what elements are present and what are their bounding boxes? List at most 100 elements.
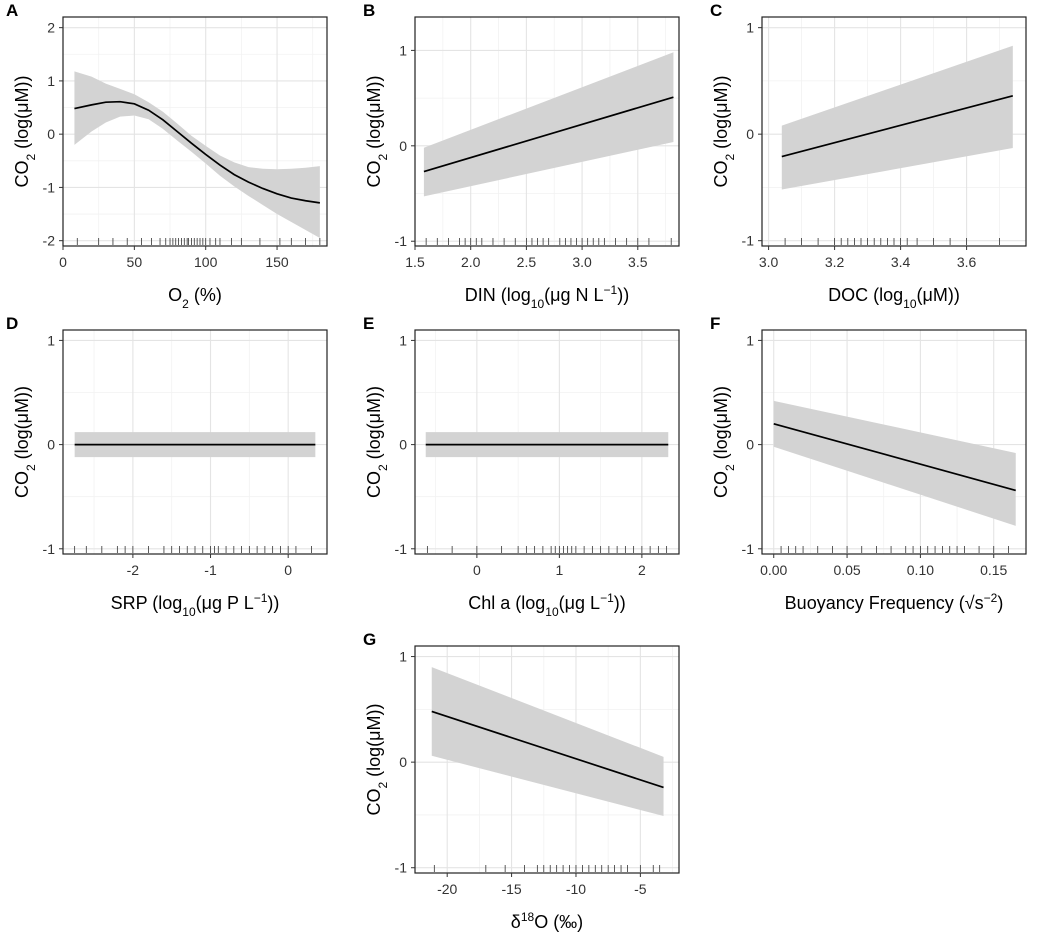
y-tick-label: 1 [746,332,754,348]
panel-label: D [6,314,18,333]
y-axis-title: CO2 (log(μM)) [364,703,390,815]
rug [74,546,312,553]
x-tick-label: 0.05 [833,562,860,578]
y-tick-label: -2 [43,233,56,249]
x-tick-label: 0 [473,562,481,578]
panel-c: 3.0 3.2 3.4 3.6 -1 0 1 DOC (log10(μM)) CO2 (log(… [710,1,1027,311]
panel-label: C [710,1,722,20]
x-tick-label: 0.10 [907,562,934,578]
y-tick-label: 1 [399,332,407,348]
fitted-line [423,96,674,173]
x-tick-label: 3.2 [825,254,845,270]
y-tick-label: 1 [399,649,407,665]
y-axis-title: CO2 (log(μM)) [12,386,38,498]
y-tick-label: -1 [43,179,56,195]
y-tick-label: -1 [395,233,408,249]
x-tick-label: 50 [127,254,143,270]
rug [784,238,1000,245]
confidence-band [74,71,320,239]
plot-frame [414,329,680,555]
x-tick-label: 2 [638,562,646,578]
x-tick-label: 0.00 [760,562,787,578]
x-tick-label: -5 [634,881,647,897]
y-axis-title: CO2 (log(μM)) [12,75,38,187]
y-axis-title: CO2 (log(μM)) [364,75,390,187]
y-tick-label: 2 [47,20,55,36]
panel-label: G [363,630,376,649]
x-axis-title: DOC (log10(μM)) [828,285,960,311]
x-tick-label: 2.5 [517,254,537,270]
x-tick-label: 2.0 [461,254,481,270]
rug [433,865,661,872]
x-tick-label: 3.0 [572,254,592,270]
x-tick-label: 0 [59,254,67,270]
y-tick-label: 0 [399,437,407,453]
y-tick-label: 1 [746,20,754,36]
y-axis-title: CO2 (log(μM)) [364,386,390,498]
confidence-band [781,45,1013,190]
fitted-line [773,422,1016,492]
x-tick-label: 3.4 [891,254,911,270]
y-tick-label: 0 [399,754,407,770]
x-tick-label: 3.5 [628,254,648,270]
confidence-band [423,52,674,197]
plot-frame [62,16,328,247]
plot-frame [761,16,1027,247]
y-tick-label: -1 [395,860,408,876]
x-tick-label: 1.5 [405,254,425,270]
x-tick-label: 3.6 [957,254,977,270]
y-axis-title: CO2 (log(μM)) [711,386,737,498]
y-tick-label: 1 [47,73,55,89]
x-tick-label: -2 [127,562,140,578]
y-tick-label: 0 [47,126,55,142]
x-tick-label: 150 [265,254,289,270]
confidence-band [431,667,664,816]
x-axis-title: Chl a (log10(μg L−1)) [468,591,626,619]
rug [425,238,672,245]
x-tick-label: -20 [437,881,457,897]
panel-label: E [363,314,374,333]
y-tick-label: 0 [47,437,55,453]
plot-frame [414,16,680,247]
y-tick-label: 1 [47,332,55,348]
plot-frame [62,329,328,555]
x-tick-label: 100 [194,254,218,270]
y-tick-label: 0 [746,437,754,453]
fitted-line [781,94,1014,158]
fitted-line [431,710,664,789]
x-axis-title: Buoyancy Frequency (√s−2) [785,591,1004,613]
plot-frame [761,329,1027,555]
panel-d: -2 -1 0 -1 0 1 SRP (log10(μg P L−1)) CO2 (log(μ… [6,314,328,619]
plot-frame [414,645,680,874]
panel-b: 1.5 2.0 2.5 3.0 3.5 -1 0 1 DIN (log10(μg N L−1))… [363,1,680,311]
x-tick-label: 0 [284,562,292,578]
confidence-band [773,400,1016,526]
panel-label: A [6,1,18,20]
panel-f: 0.00 0.05 0.10 0.15 -1 0 1 Buoyancy Frequency (… [710,314,1027,613]
x-axis-title: SRP (log10(μg P L−1)) [111,591,280,619]
y-tick-label: 0 [399,138,407,154]
y-axis-title: CO2 (log(μM)) [711,75,737,187]
panel-e: 0 1 2 -1 0 1 Chl a (log10(μg L−1)) CO2 (log(μM)… [363,314,680,619]
x-tick-label: 0.15 [980,562,1007,578]
y-tick-label: -1 [43,541,56,557]
x-tick-label: 3.0 [759,254,779,270]
x-tick-label: -1 [204,562,217,578]
rug [426,546,668,553]
y-tick-label: -1 [742,541,755,557]
fitted-line [74,100,320,204]
panel-a: 0 50 100 150 -2 -1 0 1 2 O2 (%) CO2 (log(μM)) A [6,1,328,311]
rug [76,238,321,245]
x-tick-label: -15 [501,881,521,897]
x-axis-title: O2 (%) [168,285,222,311]
x-tick-label: -10 [566,881,586,897]
y-tick-label: -1 [395,541,408,557]
x-tick-label: 1 [555,562,563,578]
y-tick-label: -1 [742,233,755,249]
y-tick-label: 1 [399,42,407,58]
y-tick-label: 0 [746,126,754,142]
x-axis-title: δ18O (‰) [511,910,583,932]
panel-label: F [710,314,720,333]
